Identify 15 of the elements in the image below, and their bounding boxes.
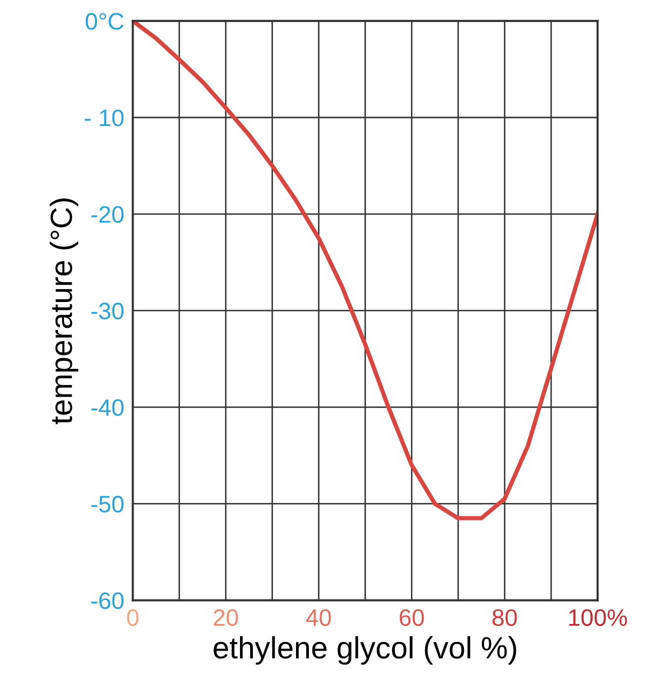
y-tick-label: 0°C xyxy=(86,13,124,30)
x-axis-title: ethylene glycol (vol %) xyxy=(214,636,516,665)
y-tick-label: - 10 xyxy=(84,110,124,126)
y-axis-title: temperature (°C) xyxy=(50,198,78,424)
x-tick-label: 0 xyxy=(127,609,138,626)
x-tick-label: 20 xyxy=(214,609,238,626)
y-tick-label: -30 xyxy=(91,302,124,320)
y-tick-label: -20 xyxy=(91,206,124,223)
x-tick-label: 100% xyxy=(569,609,627,626)
y-tick-label: -50 xyxy=(91,496,124,513)
x-tick-label: 60 xyxy=(400,609,424,626)
x-tick-label: 40 xyxy=(306,609,331,626)
x-tick-label: 80 xyxy=(492,609,517,626)
y-tick-label: -40 xyxy=(91,399,124,416)
y-tick-label: -60 xyxy=(91,592,124,610)
